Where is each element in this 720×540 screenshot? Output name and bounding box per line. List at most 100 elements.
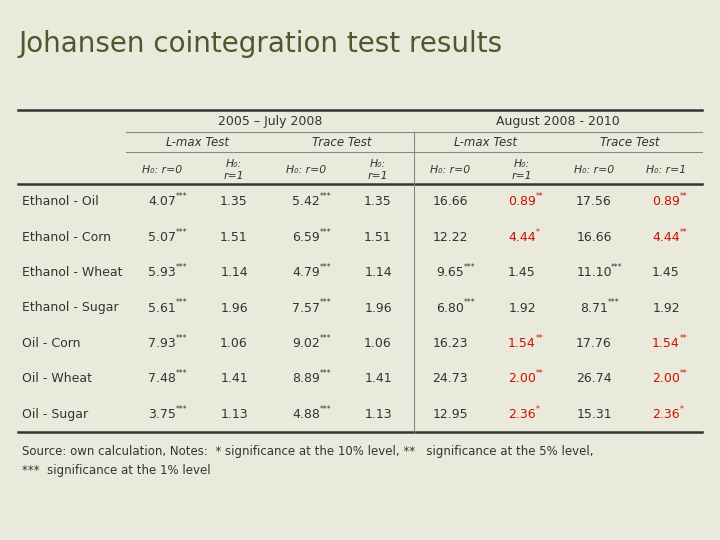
Text: 1.92: 1.92 <box>652 301 680 314</box>
Text: Ethanol - Oil: Ethanol - Oil <box>22 195 99 208</box>
Text: 1.35: 1.35 <box>364 195 392 208</box>
Text: H₀:
r=1: H₀: r=1 <box>224 159 244 181</box>
Text: Oil - Wheat: Oil - Wheat <box>22 373 92 386</box>
Text: *: * <box>536 228 540 237</box>
Text: 1.41: 1.41 <box>364 373 392 386</box>
Text: ***: *** <box>608 299 619 307</box>
Text: Johansen cointegration test results: Johansen cointegration test results <box>18 30 502 58</box>
Text: 2005 – July 2008: 2005 – July 2008 <box>218 114 322 127</box>
Text: H₀: r=0: H₀: r=0 <box>574 165 614 175</box>
Text: ***: *** <box>176 334 187 343</box>
Text: ***: *** <box>320 334 331 343</box>
Text: 1.92: 1.92 <box>508 301 536 314</box>
Text: H₀: r=1: H₀: r=1 <box>646 165 686 175</box>
Text: 15.31: 15.31 <box>576 408 612 421</box>
Text: 0.89: 0.89 <box>508 195 536 208</box>
Text: 1.35: 1.35 <box>220 195 248 208</box>
Text: ***: *** <box>320 228 331 237</box>
Text: ***: *** <box>464 299 475 307</box>
Text: ***: *** <box>611 263 623 272</box>
Text: 6.80: 6.80 <box>436 301 464 314</box>
Text: *: * <box>680 405 684 414</box>
Text: **: ** <box>536 334 544 343</box>
Text: Trace Test: Trace Test <box>600 136 660 148</box>
Text: 2.36: 2.36 <box>652 408 680 421</box>
Text: 1.45: 1.45 <box>652 266 680 279</box>
Text: 11.10: 11.10 <box>576 266 612 279</box>
Text: 1.13: 1.13 <box>220 408 248 421</box>
Text: ***: *** <box>320 405 331 414</box>
Text: 4.88: 4.88 <box>292 408 320 421</box>
Text: Ethanol - Corn: Ethanol - Corn <box>22 231 111 244</box>
Text: 4.79: 4.79 <box>292 266 320 279</box>
Text: **: ** <box>680 369 688 379</box>
Text: **: ** <box>680 192 688 201</box>
Text: 24.73: 24.73 <box>432 373 468 386</box>
Text: 0.89: 0.89 <box>652 195 680 208</box>
Text: 16.23: 16.23 <box>432 337 468 350</box>
Text: H₀: r=0: H₀: r=0 <box>430 165 470 175</box>
Text: ***: *** <box>320 192 331 201</box>
Text: 6.59: 6.59 <box>292 231 320 244</box>
Text: 1.45: 1.45 <box>508 266 536 279</box>
Text: L-max Test: L-max Test <box>454 136 518 148</box>
Text: H₀: r=0: H₀: r=0 <box>142 165 182 175</box>
Text: 1.41: 1.41 <box>220 373 248 386</box>
Text: ***: *** <box>464 263 475 272</box>
Text: 7.93: 7.93 <box>148 337 176 350</box>
Text: 9.02: 9.02 <box>292 337 320 350</box>
Text: 1.51: 1.51 <box>364 231 392 244</box>
Text: 1.06: 1.06 <box>220 337 248 350</box>
Text: 17.56: 17.56 <box>576 195 612 208</box>
Text: ***: *** <box>176 192 187 201</box>
Text: 26.74: 26.74 <box>576 373 612 386</box>
Text: 8.71: 8.71 <box>580 301 608 314</box>
Text: 1.14: 1.14 <box>220 266 248 279</box>
Text: ***: *** <box>320 263 331 272</box>
Text: *: * <box>536 405 540 414</box>
Text: 7.48: 7.48 <box>148 373 176 386</box>
Text: 12.95: 12.95 <box>432 408 468 421</box>
Text: 2.00: 2.00 <box>652 373 680 386</box>
Text: ***: *** <box>176 405 187 414</box>
Text: 1.14: 1.14 <box>364 266 392 279</box>
Text: **: ** <box>680 334 688 343</box>
Text: 16.66: 16.66 <box>432 195 468 208</box>
Text: Source: own calculation, Notes:  * significance at the 10% level, **   significa: Source: own calculation, Notes: * signif… <box>22 445 593 477</box>
Text: 7.57: 7.57 <box>292 301 320 314</box>
Text: 2.36: 2.36 <box>508 408 536 421</box>
Text: 4.44: 4.44 <box>508 231 536 244</box>
Text: ***: *** <box>176 369 187 379</box>
Text: **: ** <box>680 228 688 237</box>
Text: ***: *** <box>176 228 187 237</box>
Text: 4.44: 4.44 <box>652 231 680 244</box>
Text: 17.76: 17.76 <box>576 337 612 350</box>
Text: 8.89: 8.89 <box>292 373 320 386</box>
Text: 1.54: 1.54 <box>508 337 536 350</box>
Text: **: ** <box>536 369 544 379</box>
Text: 1.96: 1.96 <box>220 301 248 314</box>
Text: 12.22: 12.22 <box>432 231 468 244</box>
Text: 1.51: 1.51 <box>220 231 248 244</box>
Text: H₀: r=0: H₀: r=0 <box>286 165 326 175</box>
Text: 1.06: 1.06 <box>364 337 392 350</box>
Text: H₀:
r=1: H₀: r=1 <box>512 159 532 181</box>
Text: L-max Test: L-max Test <box>166 136 230 148</box>
Text: Ethanol - Sugar: Ethanol - Sugar <box>22 301 119 314</box>
Text: ***: *** <box>320 369 331 379</box>
Text: 9.65: 9.65 <box>436 266 464 279</box>
Text: ***: *** <box>176 263 187 272</box>
Text: Oil - Corn: Oil - Corn <box>22 337 81 350</box>
Text: 5.07: 5.07 <box>148 231 176 244</box>
Text: **: ** <box>536 192 544 201</box>
Text: 5.93: 5.93 <box>148 266 176 279</box>
Text: 3.75: 3.75 <box>148 408 176 421</box>
Text: Oil - Sugar: Oil - Sugar <box>22 408 88 421</box>
Text: 5.61: 5.61 <box>148 301 176 314</box>
Text: Ethanol - Wheat: Ethanol - Wheat <box>22 266 122 279</box>
Text: 1.96: 1.96 <box>364 301 392 314</box>
Text: 16.66: 16.66 <box>576 231 612 244</box>
Text: 5.42: 5.42 <box>292 195 320 208</box>
Text: ***: *** <box>320 299 331 307</box>
Text: 4.07: 4.07 <box>148 195 176 208</box>
